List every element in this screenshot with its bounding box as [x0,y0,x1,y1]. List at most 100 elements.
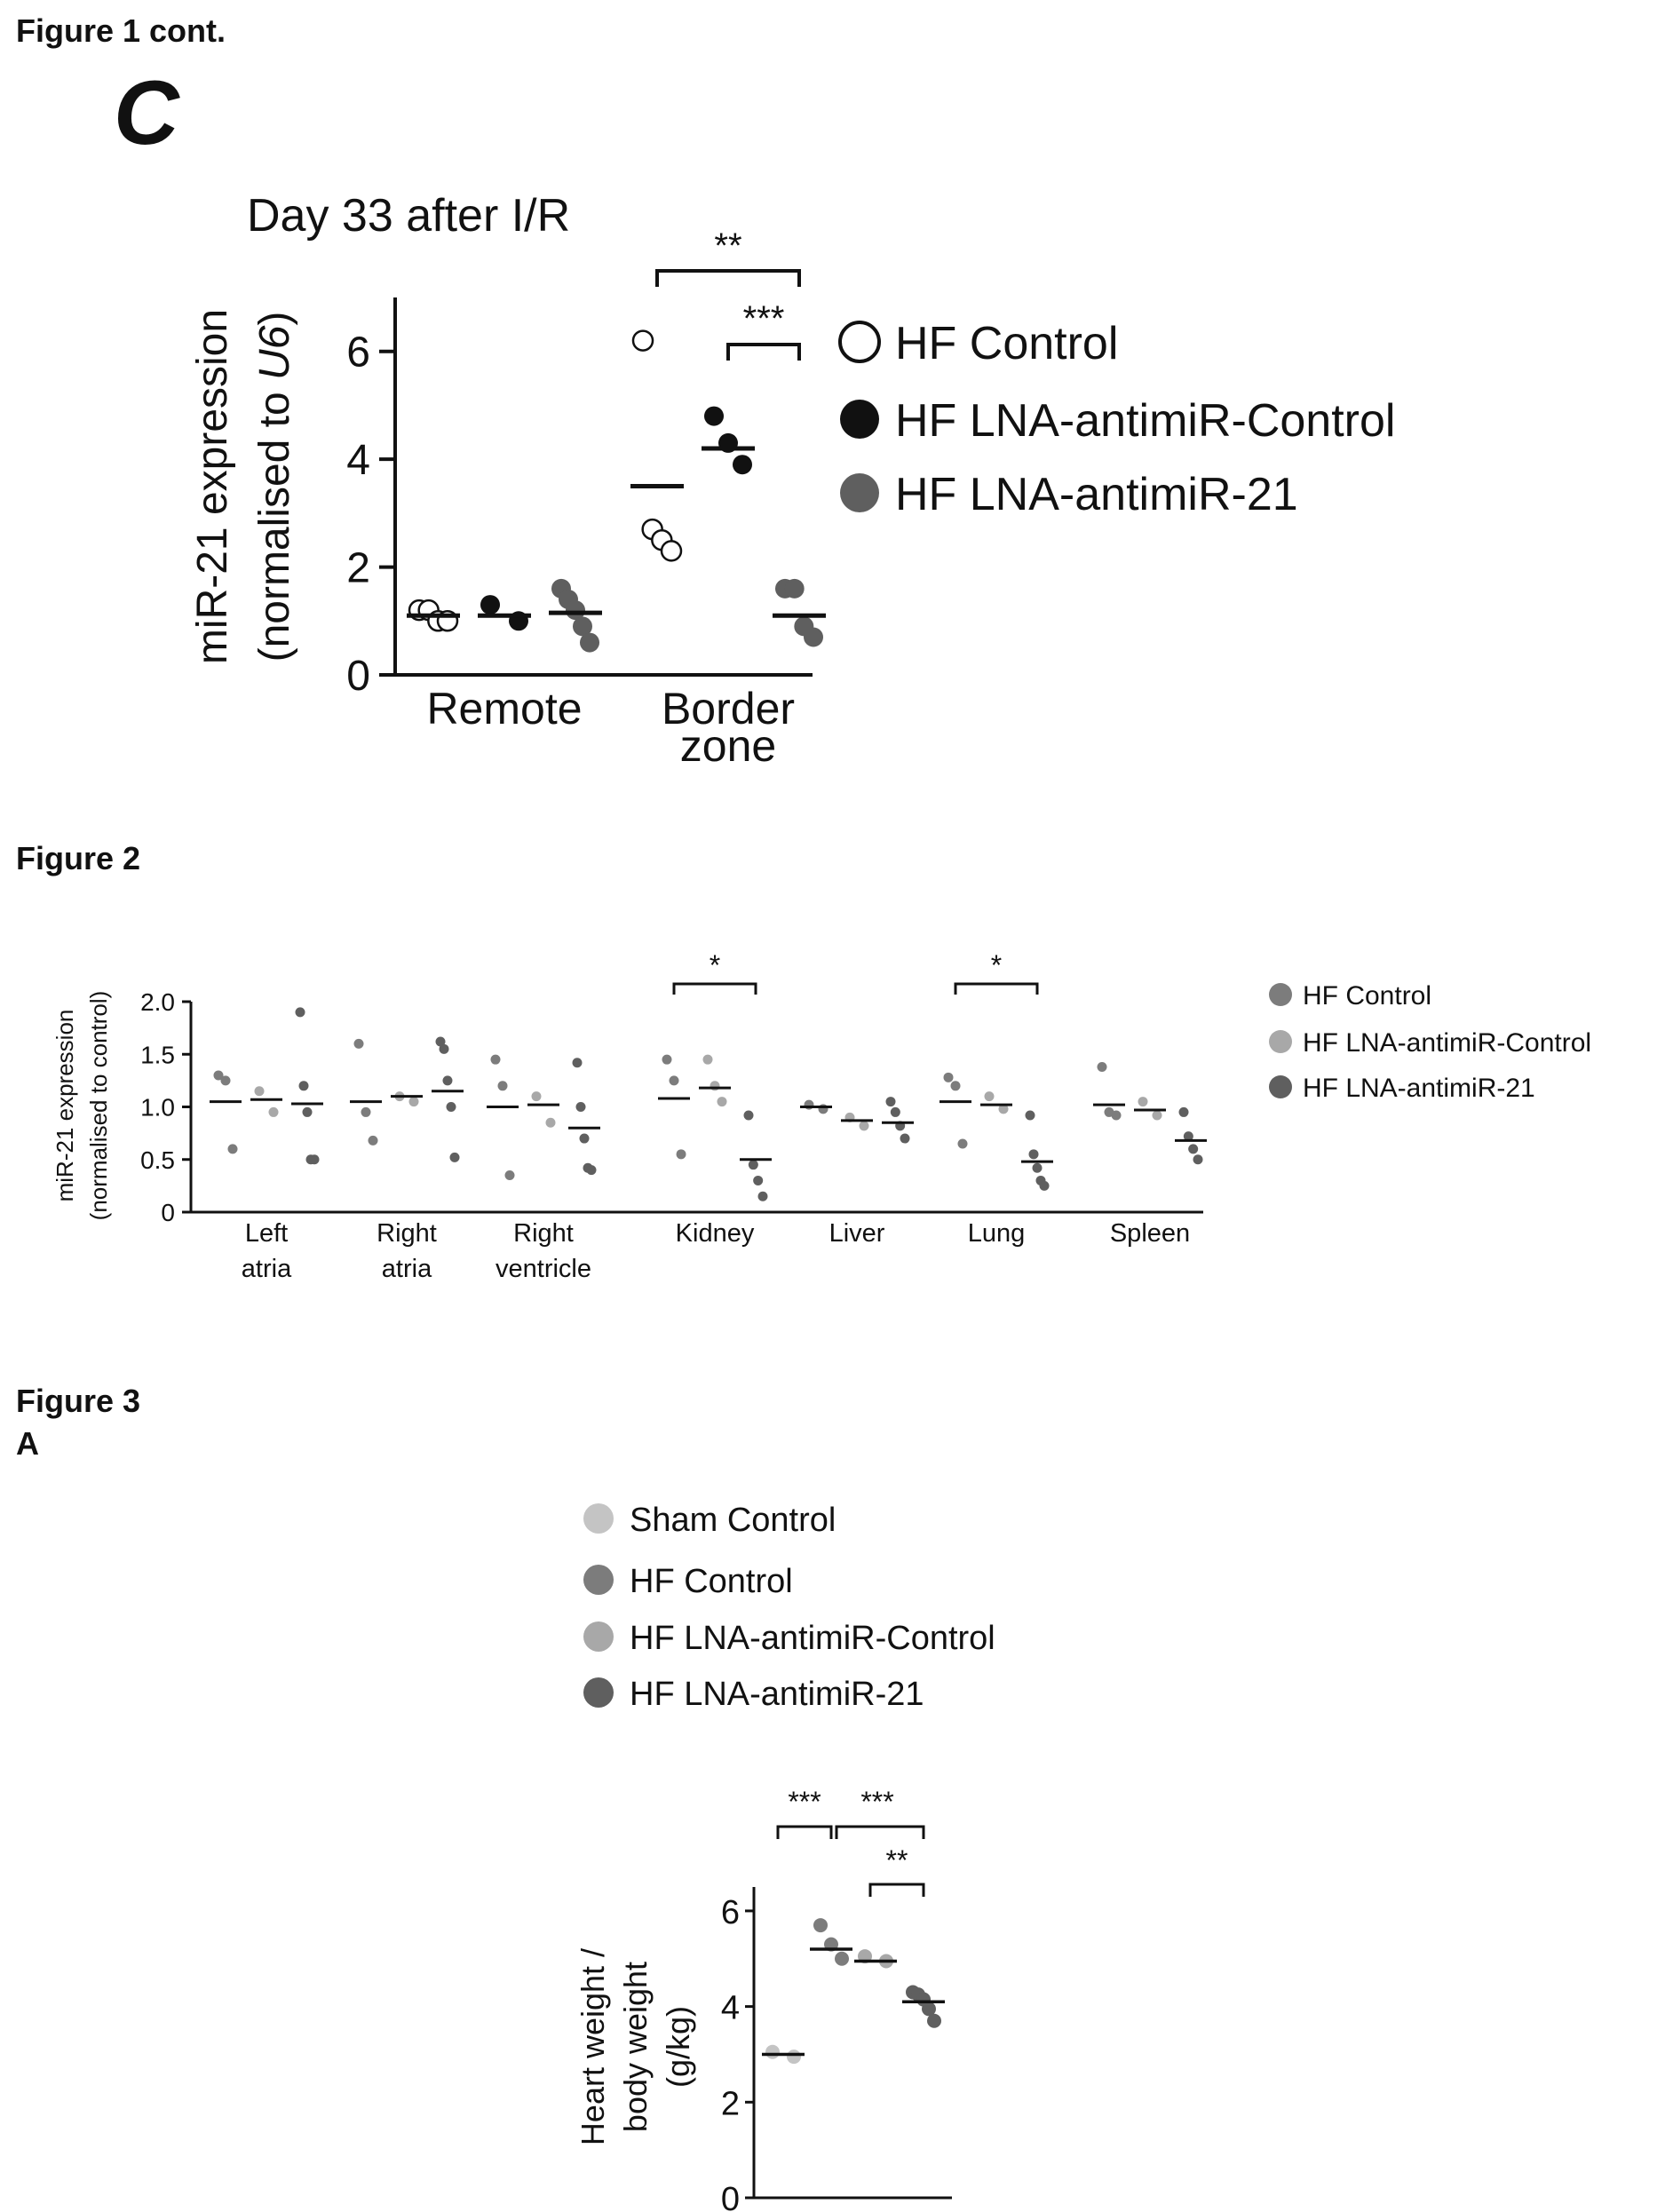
y-tick-label: 4 [721,1990,740,2027]
x-tick-label: ventricle [496,1255,591,1283]
data-point [309,1154,320,1165]
data-point [702,1054,713,1065]
x-tick-label: Remote [426,684,582,733]
y-tick-label: 2 [346,545,370,592]
y-tick-label: 0 [161,1199,175,1226]
legend-label: HF LNA-antimiR-Control [1303,1028,1591,1058]
data-point [1193,1154,1203,1165]
x-tick-label: Spleen [1110,1219,1190,1248]
data-point [753,1175,764,1185]
data-point [1111,1110,1122,1121]
y-tick-label: 4 [346,437,370,484]
data-point [1183,1131,1193,1142]
data-point [227,1144,238,1154]
legend-marker [583,1503,614,1534]
significance-label: *** [860,1786,893,1818]
data-point [813,1918,828,1933]
significance-bracket [655,269,801,287]
y-tick-label: 2 [721,2085,740,2122]
data-point [1138,1097,1148,1107]
y-axis-label: miR-21 expression [189,309,236,664]
data-point [717,1097,727,1107]
legend-marker [1269,1030,1292,1053]
data-point [1032,1162,1043,1173]
data-point [361,1106,371,1117]
data-point [950,1081,961,1091]
legend-marker [1269,983,1292,1006]
legend-marker [840,473,879,512]
data-point [1097,1061,1107,1072]
data-point [268,1106,279,1117]
significance-bracket [776,1825,833,1839]
data-point [900,1133,910,1144]
significance-bracket [672,982,757,995]
data-point [295,1007,305,1018]
significance-label: *** [743,299,785,338]
legend-label: HF LNA-antimiR-Control [630,1620,995,1657]
data-point [579,1133,590,1144]
x-tick-label: Border [662,684,795,733]
data-point [446,1102,456,1112]
data-point [213,1070,224,1081]
data-point [743,1110,754,1121]
figure3-panel-label: A [16,1425,39,1462]
data-point [545,1117,556,1128]
y-axis-sublabel: (normalised to control) [85,991,112,1221]
x-tick-label: Right [513,1219,574,1248]
x-tick-label: atria [242,1255,292,1283]
data-point [787,2049,801,2065]
data-point [353,1038,364,1049]
data-point [835,1951,849,1966]
data-point [631,329,654,352]
legend-label: HF LNA-antimiR-21 [1303,1074,1535,1103]
data-point [669,1075,679,1086]
significance-bracket [954,982,1039,995]
data-point [220,1075,231,1086]
data-point [490,1054,501,1065]
y-axis-label: (g/kg) [660,2006,696,2088]
data-point [531,1091,542,1102]
x-tick-label: Liver [829,1219,885,1248]
legend-marker [583,1565,614,1595]
data-point [704,406,724,426]
y-tick-label: 2.0 [140,988,175,1016]
data-point [660,540,683,562]
data-point [1039,1180,1050,1191]
y-axis-label: body weight [617,1962,654,2132]
y-tick-label: 0.5 [140,1146,175,1174]
significance-label: * [710,949,720,981]
data-point [572,1058,583,1068]
legend-marker [838,321,881,363]
data-point [984,1091,995,1102]
data-point [765,2044,780,2059]
legend-label: Sham Control [630,1502,836,1539]
figure3-header: Figure 3 [16,1383,141,1419]
data-point [757,1191,768,1201]
data-point [504,1170,515,1181]
data-point [368,1135,378,1146]
data-point [497,1081,508,1091]
y-tick-label: 6 [346,329,370,377]
legend-label: HF Control [895,318,1118,369]
y-tick-label: 6 [721,1894,740,1931]
data-point [922,2002,936,2017]
data-point [957,1138,968,1149]
data-point [408,1097,419,1107]
data-point [859,1121,869,1131]
data-point [573,616,592,637]
data-point [890,1106,900,1117]
legend-label: HF Control [630,1563,793,1600]
legend-label: HF LNA-antimiR-21 [630,1676,924,1713]
x-tick-label: atria [382,1255,432,1283]
significance-label: * [991,949,1002,981]
data-point [580,632,599,653]
y-tick-label: 1.5 [140,1041,175,1068]
y-tick-label: 0 [346,653,370,700]
data-point [885,1097,896,1107]
data-point [1188,1144,1199,1154]
data-point [733,455,752,475]
x-tick-label: zone [680,721,776,771]
x-tick-label: Left [245,1219,288,1248]
data-point [784,578,805,599]
data-point [442,1075,453,1086]
